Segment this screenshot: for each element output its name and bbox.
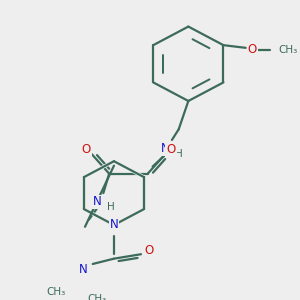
Text: CH₃: CH₃ (278, 45, 298, 55)
Text: N: N (110, 218, 118, 232)
Text: O: O (81, 143, 91, 156)
Text: CH₃: CH₃ (87, 294, 106, 300)
Text: O: O (144, 244, 153, 257)
Text: O: O (166, 143, 176, 156)
Text: N: N (93, 196, 102, 208)
Text: H: H (107, 202, 115, 212)
Text: CH₃: CH₃ (46, 287, 66, 297)
Text: O: O (248, 43, 257, 56)
Text: N: N (161, 142, 170, 155)
Text: N: N (79, 263, 87, 276)
Text: H: H (175, 149, 183, 159)
